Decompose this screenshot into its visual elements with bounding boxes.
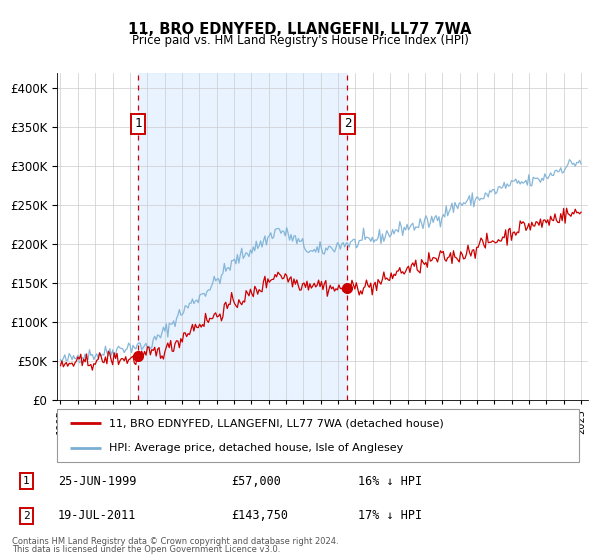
Text: £57,000: £57,000 [231, 475, 281, 488]
Text: Price paid vs. HM Land Registry's House Price Index (HPI): Price paid vs. HM Land Registry's House … [131, 34, 469, 46]
Text: 2: 2 [344, 117, 351, 130]
Text: 2: 2 [23, 511, 30, 521]
Text: 19-JUL-2011: 19-JUL-2011 [58, 509, 136, 522]
Bar [138, 73, 347, 400]
Text: Contains HM Land Registry data © Crown copyright and database right 2024.: Contains HM Land Registry data © Crown c… [12, 537, 338, 546]
Text: £143,750: £143,750 [231, 509, 288, 522]
Text: This data is licensed under the Open Government Licence v3.0.: This data is licensed under the Open Gov… [12, 545, 280, 554]
Text: 1: 1 [134, 117, 142, 130]
Text: 16% ↓ HPI: 16% ↓ HPI [358, 475, 422, 488]
FancyBboxPatch shape [57, 409, 579, 462]
Text: 25-JUN-1999: 25-JUN-1999 [58, 475, 136, 488]
Text: 11, BRO EDNYFED, LLANGEFNI, LL77 7WA: 11, BRO EDNYFED, LLANGEFNI, LL77 7WA [128, 22, 472, 38]
Text: HPI: Average price, detached house, Isle of Anglesey: HPI: Average price, detached house, Isle… [109, 442, 403, 452]
Text: 17% ↓ HPI: 17% ↓ HPI [358, 509, 422, 522]
Text: 11, BRO EDNYFED, LLANGEFNI, LL77 7WA (detached house): 11, BRO EDNYFED, LLANGEFNI, LL77 7WA (de… [109, 418, 444, 428]
Text: 1: 1 [23, 476, 30, 486]
